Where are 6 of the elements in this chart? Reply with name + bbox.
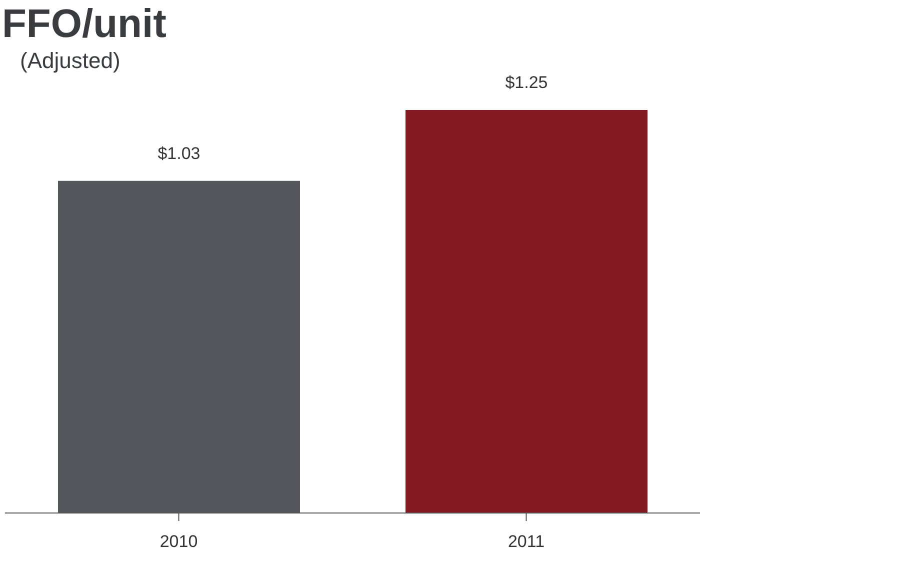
chart-subtitle: (Adjusted) — [20, 48, 120, 74]
x-tick-label: 2011 — [508, 532, 545, 552]
x-tick-label: 2010 — [160, 532, 198, 552]
data-label: $1.03 — [158, 144, 200, 163]
data-label: $1.25 — [505, 73, 548, 92]
chart-title: FFO/unit — [2, 2, 166, 46]
